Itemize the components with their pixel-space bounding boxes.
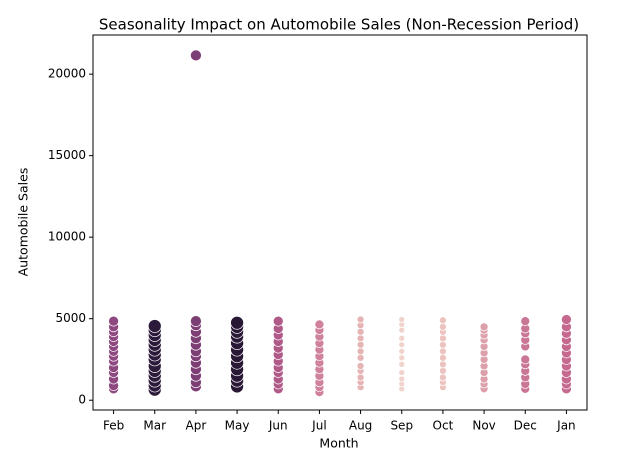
- point: [439, 334, 447, 343]
- point: [398, 326, 406, 334]
- point: [398, 334, 406, 342]
- y-tick-label: 5000: [55, 311, 86, 325]
- point: [520, 316, 531, 326]
- x-tick-label: Aug: [349, 419, 372, 433]
- y-tick-label: 0: [78, 393, 86, 407]
- point: [520, 354, 531, 365]
- x-axis-label: Month: [319, 436, 358, 451]
- point: [439, 322, 447, 331]
- chart-title: Seasonality Impact on Automobile Sales (…: [99, 16, 579, 34]
- point: [190, 49, 202, 62]
- y-tick-label: 15000: [48, 148, 86, 162]
- point: [439, 340, 447, 349]
- point: [398, 354, 406, 362]
- x-tick-label: May: [225, 419, 250, 433]
- x-tick-label: Feb: [103, 419, 124, 433]
- plot-frame: [92, 34, 588, 411]
- point: [356, 327, 365, 336]
- x-tick-label: Sep: [390, 419, 413, 433]
- point: [439, 360, 447, 369]
- point: [398, 375, 406, 383]
- point: [356, 340, 365, 349]
- x-tick-label: Jun: [268, 419, 288, 433]
- point: [561, 314, 572, 325]
- point: [439, 367, 447, 375]
- y-tick-label: 20000: [48, 67, 86, 81]
- point: [230, 315, 244, 330]
- x-tick-label: Jan: [556, 419, 576, 433]
- point: [356, 373, 365, 382]
- point: [356, 353, 365, 362]
- point: [314, 319, 325, 330]
- point: [356, 334, 365, 343]
- x-tick-label: Nov: [472, 419, 495, 433]
- point: [398, 347, 406, 355]
- point: [356, 362, 365, 370]
- point: [398, 369, 406, 376]
- y-axis-label: Automobile Sales: [16, 168, 31, 277]
- point: [356, 315, 365, 324]
- x-tick-label: Mar: [143, 419, 166, 433]
- point: [108, 315, 119, 327]
- point: [147, 319, 162, 333]
- x-tick-label: Jul: [311, 419, 326, 433]
- point: [398, 341, 406, 349]
- y-tick-label: 10000: [48, 230, 86, 244]
- point: [439, 373, 447, 382]
- point: [439, 347, 447, 356]
- x-tick-label: Apr: [186, 419, 207, 433]
- point: [439, 316, 447, 325]
- point: [356, 347, 365, 356]
- x-tick-label: Oct: [433, 419, 454, 433]
- point: [439, 353, 447, 362]
- point: [398, 316, 406, 323]
- point: [190, 315, 202, 327]
- point: [398, 360, 406, 368]
- point: [479, 322, 489, 332]
- point: [272, 315, 284, 327]
- x-tick-label: Dec: [514, 419, 537, 433]
